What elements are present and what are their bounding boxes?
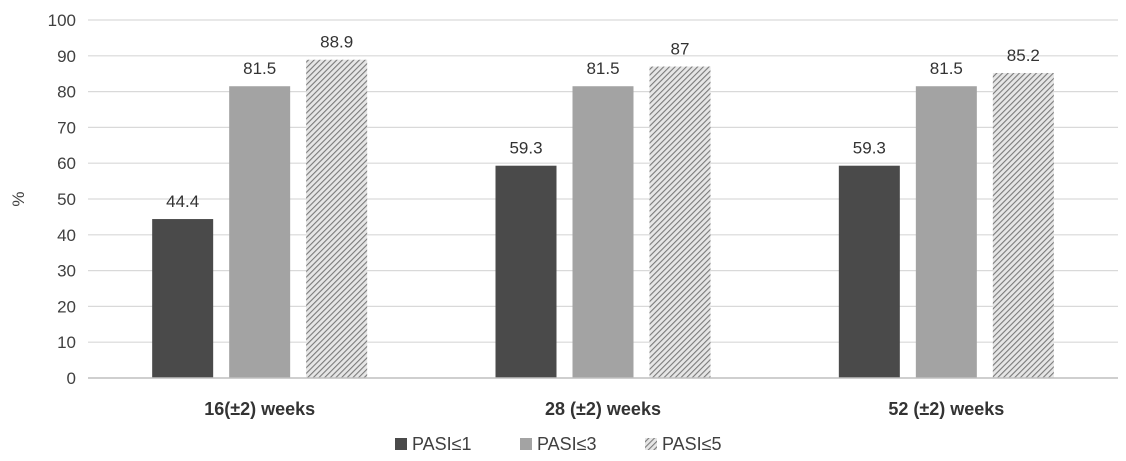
legend-swatch-2: [645, 438, 657, 450]
y-tick-label: 30: [57, 262, 76, 281]
x-axis-categories: 16(±2) weeks 28 (±2) weeks 52 (±2) weeks: [204, 399, 1004, 419]
bar-PASI≤5-1: [649, 66, 711, 378]
data-labels: 44.4 81.5 88.9 59.3 81.5 87 59.3 81.5 85.2: [166, 33, 1040, 211]
data-label: 87: [671, 40, 690, 59]
bar-PASI≤3-0: [229, 86, 291, 378]
data-label: 81.5: [243, 59, 276, 78]
data-label: 85.2: [1007, 46, 1040, 65]
y-tick-label: 20: [57, 297, 76, 316]
legend: PASI≤1 PASI≤3 PASI≤5: [395, 434, 722, 454]
y-tick-label: 10: [57, 333, 76, 352]
legend-label: PASI≤5: [662, 434, 722, 454]
x-category-label: 16(±2) weeks: [204, 399, 315, 419]
bar-PASI≤3-2: [915, 86, 977, 378]
bar-PASI≤5-0: [306, 59, 368, 378]
legend-swatch-0: [395, 438, 407, 450]
y-tick-label: 90: [57, 47, 76, 66]
legend-swatch-1: [520, 438, 532, 450]
y-tick-label: 50: [57, 190, 76, 209]
y-axis-ticks: 0 10 20 30 40 50 60 70 80 90 100: [48, 11, 76, 388]
bar-PASI≤3-1: [572, 86, 634, 378]
data-label: 59.3: [853, 139, 886, 158]
data-label: 81.5: [586, 59, 619, 78]
data-label: 59.3: [509, 139, 542, 158]
bars: [152, 59, 1054, 378]
legend-label: PASI≤1: [412, 434, 472, 454]
y-tick-label: 60: [57, 154, 76, 173]
bar-PASI≤5-2: [992, 72, 1054, 378]
bar-PASI≤1-0: [152, 219, 214, 378]
y-tick-label: 40: [57, 226, 76, 245]
legend-label: PASI≤3: [537, 434, 597, 454]
data-label: 44.4: [166, 192, 199, 211]
y-tick-label: 100: [48, 11, 76, 30]
y-tick-label: 70: [57, 118, 76, 137]
y-axis-title: %: [9, 191, 28, 206]
y-tick-label: 80: [57, 83, 76, 102]
data-label: 81.5: [930, 59, 963, 78]
x-category-label: 28 (±2) weeks: [545, 399, 661, 419]
x-category-label: 52 (±2) weeks: [888, 399, 1004, 419]
bar-PASI≤1-1: [495, 165, 557, 378]
bar-PASI≤1-2: [838, 165, 900, 378]
y-tick-label: 0: [67, 369, 76, 388]
data-label: 88.9: [320, 33, 353, 52]
